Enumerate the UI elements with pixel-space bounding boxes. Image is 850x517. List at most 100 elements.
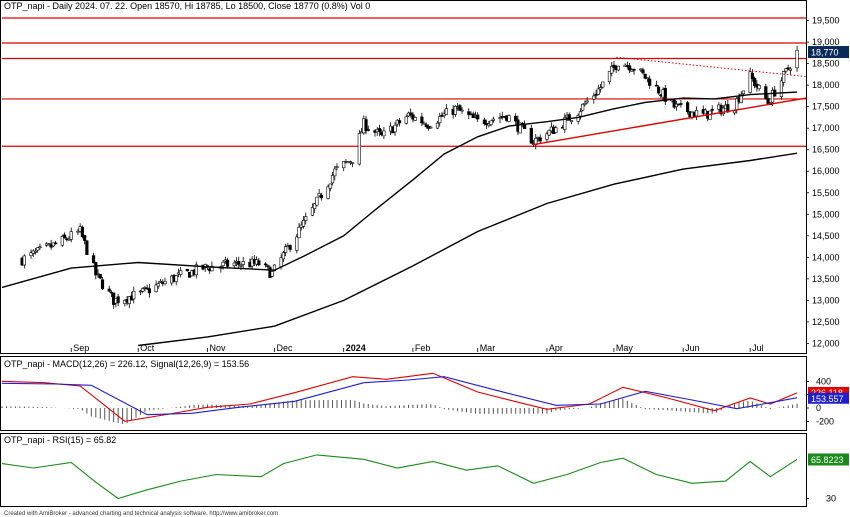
last-price-badge (808, 46, 849, 59)
macd-value-badge (808, 386, 849, 398)
month-label: Oct (140, 343, 155, 353)
candle-up (598, 87, 603, 90)
rsi-value: 65.8223 (811, 455, 844, 465)
candle-down (471, 113, 475, 119)
candle-up (281, 252, 286, 260)
price-tick-label: 12,000 (812, 338, 840, 348)
candle-up (545, 133, 549, 140)
candle-down (467, 111, 471, 115)
candle-down (397, 120, 402, 124)
candle-down (83, 235, 87, 241)
candle-up (788, 68, 792, 71)
candle-up (342, 161, 346, 169)
candle-down (225, 259, 230, 267)
price-tick-label: 19,500 (812, 16, 840, 26)
rsi-header-label: OTP_napi - RSI(15) = 65.82 (4, 435, 116, 445)
candle-up (241, 261, 245, 265)
candle-up (69, 231, 73, 240)
candle-up (784, 68, 788, 72)
candle-up (297, 226, 301, 239)
candle-up (518, 122, 522, 134)
candle-up (141, 288, 145, 292)
price-tick-label: 12,500 (812, 317, 840, 327)
candle-down (567, 114, 571, 121)
last-price-value: 18,770 (811, 48, 839, 58)
candle-down (679, 103, 683, 105)
month-label: Sep (73, 343, 89, 353)
candle-up (739, 94, 743, 104)
signal-value: 153.557 (811, 394, 844, 404)
candle-up (413, 117, 417, 121)
candle-down (529, 128, 533, 144)
candle-up (154, 284, 158, 292)
candle-down (91, 255, 96, 264)
candle-up (348, 161, 353, 163)
candle-up (232, 262, 236, 266)
price-tick-label: 13,000 (812, 295, 840, 305)
month-label: Nov (209, 343, 226, 353)
candle-down (94, 262, 98, 276)
candle-up (210, 265, 214, 272)
candle-down (53, 242, 58, 245)
candle-down (710, 109, 714, 111)
price-tick-label: 18,000 (812, 80, 840, 90)
candle-up (581, 103, 585, 111)
macd-tick-label: -200 (816, 416, 834, 426)
candle-up (748, 71, 752, 93)
footer-credit: Created with AmiBroker - advanced charti… (4, 511, 278, 517)
candle-up (335, 166, 339, 168)
price-tick-label: 18,500 (812, 59, 840, 69)
candle-down (786, 67, 790, 70)
candle-up (583, 103, 587, 105)
candle-up (333, 168, 337, 177)
candle-up (194, 264, 198, 276)
candle-down (641, 69, 645, 74)
candle-up (328, 183, 332, 189)
candle-up (67, 238, 71, 241)
candle-up (630, 69, 634, 72)
macd-layer: OTP_napi - MACD(12,26) = 226.12, Signal(… (1, 359, 798, 425)
rsi-layer: OTP_napi - RSI(15) = 65.82 (1, 435, 798, 500)
candle-down (263, 263, 268, 266)
candle-down (627, 65, 632, 71)
rsi-tick-label: 30 (826, 494, 836, 504)
candle-down (663, 87, 667, 102)
macd-panel-frame (0, 356, 807, 431)
price-layer (1, 17, 807, 347)
candle-down (319, 194, 323, 199)
candle-up (179, 270, 183, 275)
candle-down (266, 265, 270, 267)
candle-up (741, 90, 746, 95)
candle-up (326, 186, 330, 199)
price-tick-label: 17,000 (812, 123, 840, 133)
candle-up (578, 111, 583, 117)
axis-layer: 12,000 12,500 13,000 13,500 14,000 14,500 15,0… (70, 16, 849, 504)
price-tick-label: 15,500 (812, 188, 840, 198)
signal-value-badge (808, 392, 849, 404)
candle-down (420, 116, 424, 124)
rsi-value-badge (808, 453, 849, 466)
candle-up (721, 107, 725, 114)
price-tick-label: 17,500 (812, 102, 840, 112)
candle-down (656, 86, 661, 94)
month-label: May (616, 343, 634, 353)
candle-down (98, 273, 102, 279)
candle-up (158, 280, 163, 283)
candle-down (654, 84, 658, 87)
candle-up (453, 106, 457, 115)
candle-up (569, 120, 574, 123)
support-trendline (533, 97, 807, 146)
price-panel-frame (0, 0, 807, 354)
candle-up (221, 261, 225, 266)
month-label: Dec (276, 343, 293, 353)
candle-down (514, 115, 518, 122)
price-tick-label: 13,500 (812, 274, 840, 284)
candle-down (643, 73, 647, 79)
signal-line (1, 376, 798, 416)
candle-up (694, 109, 699, 117)
price-tick-label: 14,000 (812, 252, 840, 262)
candle-up (444, 108, 449, 115)
candle-down (185, 268, 189, 272)
candle-up (351, 162, 355, 164)
